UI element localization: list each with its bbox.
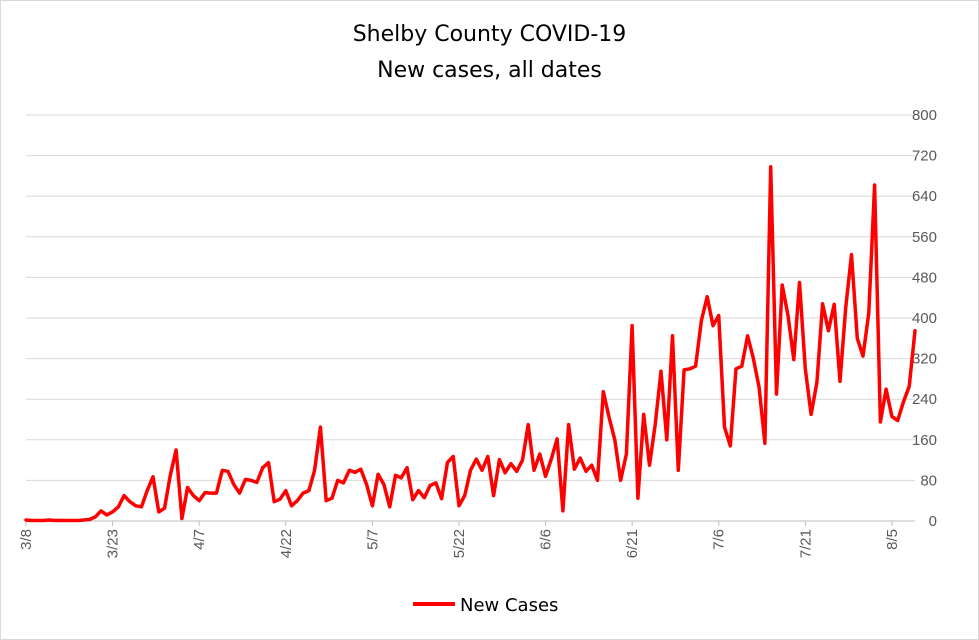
y-tick-label: 0 xyxy=(929,513,937,530)
y-tick-label: 320 xyxy=(912,351,937,368)
chart-subtitle: New cases, all dates xyxy=(377,58,602,83)
y-tick-label: 720 xyxy=(912,148,937,165)
legend-label-new-cases: New Cases xyxy=(460,595,558,616)
y-tick-label: 480 xyxy=(912,269,937,286)
x-tick-label: 4/7 xyxy=(191,529,208,550)
x-axis-labels: 3/8 3/23 4/7 4/22 5/7 5/22 6/6 6/21 7/6 7/21 8/5 xyxy=(18,529,901,558)
series-line-new-cases xyxy=(24,165,917,523)
plot-area xyxy=(24,165,917,523)
x-tick-label: 6/21 xyxy=(624,529,641,558)
gridlines xyxy=(26,114,915,481)
y-tick-label: 240 xyxy=(912,391,937,408)
x-axis-ticks xyxy=(25,521,893,526)
x-tick-label: 6/6 xyxy=(538,529,555,550)
y-tick-label: 560 xyxy=(912,229,937,246)
x-tick-label: 3/8 xyxy=(18,529,35,550)
x-tick-label: 4/22 xyxy=(278,529,295,558)
y-tick-label: 80 xyxy=(920,472,937,489)
legend: New Cases xyxy=(413,595,558,616)
chart-title: Shelby County COVID-19 xyxy=(352,22,627,47)
y-tick-label: 160 xyxy=(912,432,937,449)
x-tick-label: 7/6 xyxy=(711,529,728,550)
y-tick-label: 400 xyxy=(912,310,937,327)
y-tick-label: 640 xyxy=(912,188,937,205)
y-axis-labels: 0 80 160 240 320 400 480 560 640 720 800 xyxy=(912,107,937,530)
x-tick-label: 5/22 xyxy=(451,529,468,558)
x-tick-label: 3/23 xyxy=(105,529,122,558)
y-tick-label: 800 xyxy=(912,107,937,124)
x-tick-label: 5/7 xyxy=(364,529,381,550)
x-tick-label: 8/5 xyxy=(884,529,901,550)
x-tick-label: 7/21 xyxy=(797,529,814,558)
